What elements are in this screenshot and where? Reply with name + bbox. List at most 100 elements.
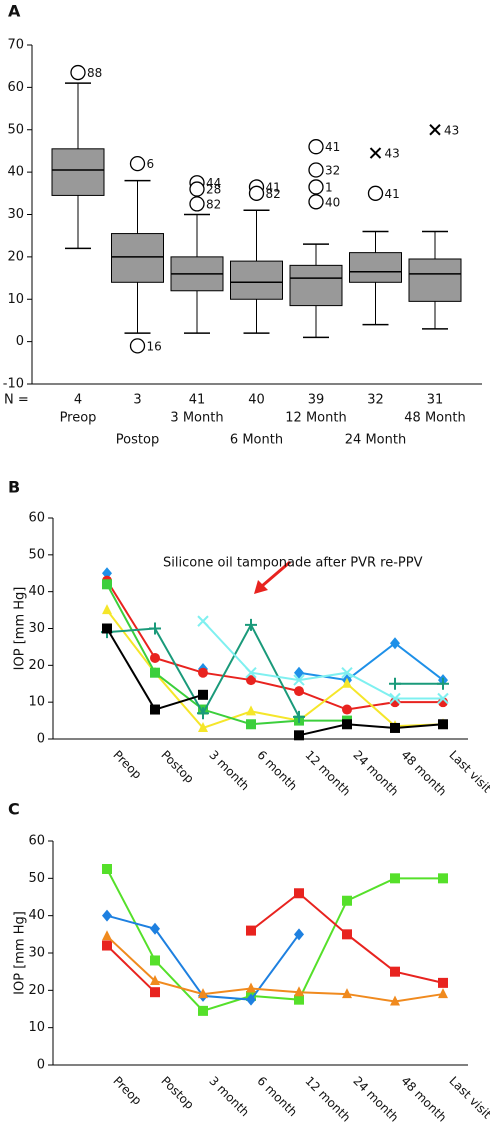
x-tick-label: Postop	[158, 1074, 196, 1112]
x-tick-label: 3 month	[206, 1074, 252, 1120]
marker	[246, 982, 256, 993]
n-value: 4	[74, 393, 82, 408]
outlier	[248, 185, 265, 201]
marker	[198, 988, 208, 999]
annotation-arrow	[261, 560, 291, 588]
y-tick-label: 30	[28, 621, 45, 636]
marker	[293, 674, 305, 686]
n-value: 32	[367, 393, 384, 408]
outlier-label: 40	[325, 195, 340, 209]
marker	[102, 864, 112, 874]
n-value: 3	[133, 393, 141, 408]
y-axis-label: IOP [mm Hg]	[13, 587, 28, 671]
y-tick-label: 50	[7, 122, 24, 137]
series-line	[106, 891, 444, 993]
y-tick-label: -10	[3, 377, 24, 392]
marker	[245, 618, 257, 631]
marker	[150, 987, 160, 998]
outlier	[189, 196, 205, 212]
box	[111, 233, 164, 283]
marker	[150, 704, 160, 715]
x-tick-label: 48 Month	[404, 411, 465, 426]
box	[51, 148, 105, 196]
outlier-label: 41	[385, 187, 400, 201]
outlier-label: 41	[266, 180, 281, 194]
marker	[198, 721, 208, 732]
marker	[438, 977, 448, 988]
x-tick-label: Preop	[60, 411, 97, 426]
marker	[197, 615, 209, 627]
marker	[342, 895, 352, 906]
marker	[294, 730, 304, 741]
series-line	[202, 620, 443, 700]
marker	[246, 993, 256, 1006]
box	[408, 258, 462, 302]
outlier-label: 82	[206, 197, 221, 211]
outlier	[308, 139, 324, 155]
marker	[246, 675, 256, 686]
marker	[438, 988, 448, 999]
x-tick-label: 24 month	[350, 748, 401, 799]
marker	[390, 995, 400, 1006]
outlier-label: 28	[206, 183, 221, 197]
marker	[150, 975, 160, 985]
marker	[102, 909, 112, 922]
marker	[150, 652, 160, 663]
x-tick-label: 12 Month	[285, 411, 346, 426]
x-tick-label: Postop	[116, 433, 159, 448]
x-tick-label: 12 month	[302, 748, 353, 799]
y-tick-label: 50	[28, 547, 45, 562]
outlier	[189, 181, 205, 197]
marker	[102, 579, 112, 590]
outlier-label: 41	[325, 140, 340, 154]
marker	[429, 124, 441, 136]
y-tick-label: 40	[28, 584, 45, 599]
n-label: N =	[4, 393, 29, 408]
x-tick-label: 6 Month	[230, 433, 283, 448]
marker	[246, 719, 256, 730]
outlier	[308, 162, 324, 178]
marker	[437, 692, 449, 705]
marker	[198, 1005, 208, 1016]
panel-label: A	[8, 2, 21, 21]
marker	[342, 704, 352, 715]
box	[289, 264, 343, 307]
marker	[150, 667, 160, 678]
box	[230, 260, 283, 300]
marker	[150, 922, 160, 935]
marker	[342, 929, 352, 940]
marker	[369, 147, 382, 159]
marker	[342, 719, 352, 730]
outlier-label: 82	[266, 187, 281, 201]
annotation-arrowhead	[254, 580, 268, 594]
y-tick-label: 30	[7, 207, 24, 222]
y-tick-label: 0	[37, 732, 45, 747]
x-tick-label: 48 month	[398, 1074, 449, 1125]
outlier-label: 44	[206, 176, 221, 190]
outlier-label: 43	[385, 147, 400, 161]
box	[349, 252, 402, 283]
y-tick-label: 10	[7, 292, 24, 307]
marker	[197, 707, 209, 720]
series-line	[298, 641, 444, 682]
y-axis-label: IOP [mm Hg]	[13, 911, 28, 995]
y-tick-label: 20	[7, 249, 24, 264]
y-tick-label: 60	[28, 511, 45, 526]
annotation: Silicone oil tamponade after PVR re-PPV	[163, 556, 423, 571]
y-tick-label: 30	[28, 946, 45, 961]
n-value: 40	[248, 393, 265, 408]
marker	[342, 988, 352, 999]
marker	[102, 567, 112, 580]
marker	[341, 666, 353, 679]
x-tick-label: 12 month	[302, 1074, 353, 1125]
y-tick-label: 10	[28, 695, 45, 710]
marker	[438, 719, 448, 730]
marker	[294, 986, 304, 997]
marker	[438, 873, 448, 884]
y-tick-label: 20	[28, 983, 45, 998]
marker	[390, 722, 400, 733]
series-line	[106, 935, 444, 1003]
outlier	[308, 179, 324, 195]
marker	[245, 666, 257, 679]
